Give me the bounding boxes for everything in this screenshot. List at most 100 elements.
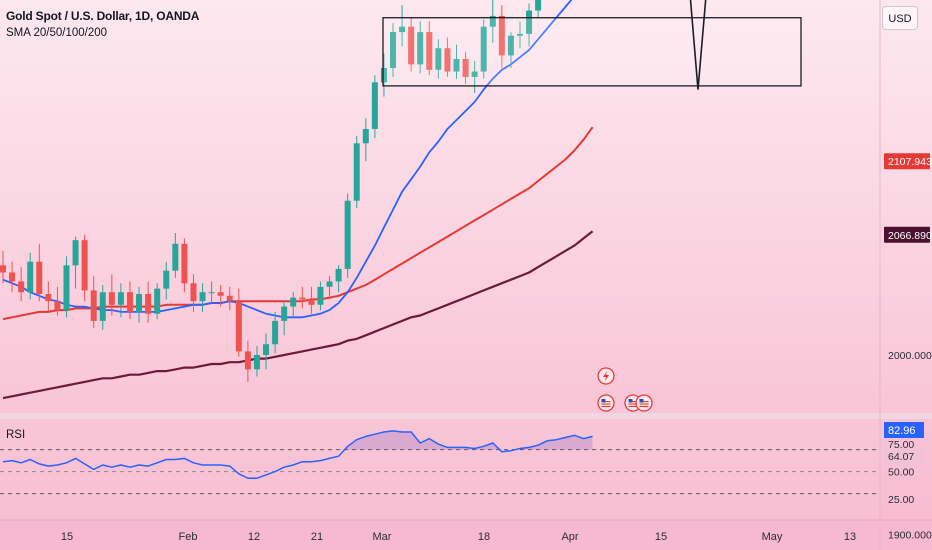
candle[interactable] (126, 281, 133, 320)
candle[interactable] (27, 252, 34, 300)
candle-body (498, 15, 505, 56)
candle[interactable] (408, 17, 415, 72)
us-flag-icon[interactable] (597, 394, 615, 412)
candle-body (526, 10, 533, 34)
candle[interactable] (362, 118, 369, 162)
price-tick-label: 2000.000 (888, 350, 932, 362)
candle-body (353, 143, 360, 201)
candle[interactable] (281, 301, 288, 336)
candle[interactable] (108, 274, 115, 316)
candle[interactable] (136, 286, 143, 323)
us-flag-icon[interactable] (635, 394, 653, 412)
candle-body (317, 286, 324, 305)
candle[interactable] (253, 346, 260, 377)
candle[interactable] (235, 288, 242, 357)
candle-body (90, 290, 97, 321)
candle[interactable] (453, 44, 460, 79)
candle[interactable] (471, 60, 478, 94)
candle[interactable] (0, 250, 6, 284)
candle[interactable] (335, 265, 342, 293)
candle[interactable] (163, 261, 170, 300)
candle[interactable] (54, 286, 61, 316)
candle[interactable] (344, 193, 351, 278)
candle[interactable] (462, 51, 469, 85)
candle[interactable] (181, 238, 188, 293)
candle[interactable] (18, 267, 25, 302)
candle-body (81, 240, 88, 291)
candle-body (326, 281, 333, 287)
candle-body (535, 0, 542, 11)
candle[interactable] (353, 136, 360, 208)
candle[interactable] (480, 19, 487, 79)
candle[interactable] (226, 286, 233, 311)
candle-body (0, 265, 6, 273)
candle[interactable] (299, 286, 306, 309)
candle[interactable] (99, 285, 106, 330)
time-tick-label: 15 (61, 531, 73, 543)
candle[interactable] (507, 32, 514, 68)
lightning-icon[interactable] (597, 367, 615, 385)
support-zone-box[interactable] (382, 17, 802, 87)
candle[interactable] (63, 256, 70, 318)
candle[interactable] (145, 281, 152, 323)
candle[interactable] (317, 281, 324, 311)
candle[interactable] (308, 286, 315, 314)
candle[interactable] (380, 53, 387, 97)
candle[interactable] (535, 0, 542, 18)
candle[interactable] (326, 276, 333, 298)
candle-body (117, 292, 124, 305)
candle[interactable] (172, 233, 179, 278)
candle[interactable] (208, 281, 215, 303)
indicator-legend[interactable]: SMA 20/50/100/200 (6, 27, 108, 39)
candle[interactable] (244, 340, 251, 382)
candle-body (108, 292, 115, 305)
candle[interactable] (90, 276, 97, 329)
time-tick-label: 18 (478, 531, 490, 543)
candle[interactable] (36, 243, 43, 302)
time-tick-label: Apr (561, 531, 578, 543)
candle[interactable] (435, 39, 442, 79)
candle-body (489, 15, 496, 27)
candle[interactable] (516, 21, 523, 49)
candle[interactable] (190, 274, 197, 312)
candle[interactable] (444, 37, 451, 77)
candle[interactable] (81, 234, 88, 302)
candle[interactable] (399, 5, 406, 47)
candle[interactable] (417, 21, 424, 74)
candle[interactable] (45, 281, 52, 312)
candle-body (471, 71, 478, 77)
rsi-legend[interactable]: RSI (6, 429, 26, 441)
price-value-text: 2066.890 (888, 230, 932, 242)
candle-body (217, 292, 224, 296)
candle[interactable] (489, 0, 496, 43)
candle-body (308, 299, 315, 305)
rsi-tick-label: 75.00 (888, 439, 914, 451)
candle-body (163, 270, 170, 289)
candle-body (444, 48, 451, 72)
currency-button[interactable]: USD (882, 6, 918, 30)
candle[interactable] (263, 333, 270, 370)
candle-body (244, 351, 251, 370)
candle[interactable] (117, 283, 124, 318)
candle-body (154, 288, 161, 314)
candle[interactable] (390, 23, 397, 77)
candle[interactable] (272, 311, 279, 354)
candle-body (235, 301, 242, 352)
chart-title: Gold Spot / U.S. Dollar, 1D, OANDA (6, 9, 200, 23)
candle[interactable] (498, 5, 505, 68)
candle[interactable] (426, 21, 433, 76)
candle[interactable] (217, 285, 224, 307)
candle[interactable] (9, 261, 16, 293)
candle[interactable] (72, 236, 79, 289)
candle[interactable] (371, 75, 378, 138)
rsi-overbought-fill (344, 430, 593, 450)
candle[interactable] (526, 3, 533, 47)
candle[interactable] (199, 283, 206, 312)
candle[interactable] (154, 283, 161, 320)
sma100-line (2, 230, 594, 400)
candle-body (362, 128, 369, 144)
candle[interactable] (290, 292, 297, 318)
pane-separator[interactable] (0, 413, 932, 419)
